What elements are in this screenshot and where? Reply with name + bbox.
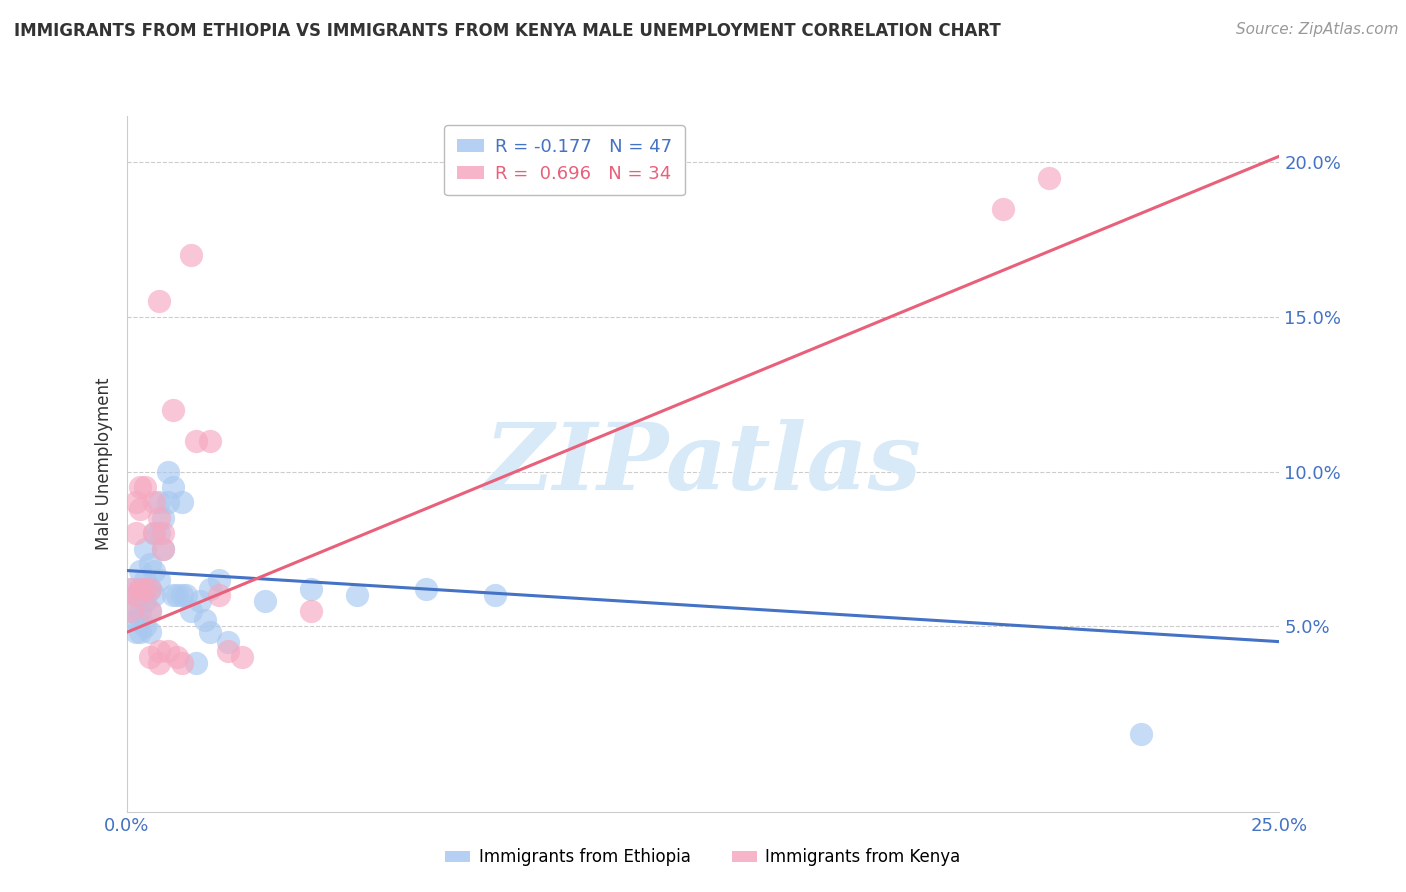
Point <box>120 604 142 618</box>
Point <box>299 582 322 596</box>
Point <box>143 564 166 578</box>
Point <box>129 564 152 578</box>
Point <box>166 650 188 665</box>
Point <box>166 588 188 602</box>
Point <box>148 573 170 587</box>
Point <box>1038 170 1060 185</box>
Point <box>148 644 170 658</box>
Point <box>125 625 148 640</box>
Point <box>138 650 160 665</box>
Point <box>129 480 152 494</box>
Point <box>143 526 166 541</box>
Point <box>184 657 207 671</box>
Point <box>299 604 322 618</box>
Point <box>143 495 166 509</box>
Point <box>208 588 231 602</box>
Point <box>120 582 142 596</box>
Text: Source: ZipAtlas.com: Source: ZipAtlas.com <box>1236 22 1399 37</box>
Point <box>134 594 156 608</box>
Point <box>120 582 142 596</box>
Point <box>148 294 170 309</box>
Point <box>180 604 202 618</box>
Point <box>129 625 152 640</box>
Point <box>188 594 211 608</box>
Point <box>176 588 198 602</box>
Point <box>125 588 148 602</box>
Point <box>231 650 253 665</box>
Point <box>152 526 174 541</box>
Point <box>253 594 276 608</box>
Point <box>991 202 1014 216</box>
Point <box>148 495 170 509</box>
Point <box>129 582 152 596</box>
Point <box>198 434 221 448</box>
Point <box>143 526 166 541</box>
Point <box>180 248 202 262</box>
Point <box>138 582 160 596</box>
Point <box>148 657 170 671</box>
Point <box>125 613 148 627</box>
Point <box>129 604 152 618</box>
Point <box>157 465 180 479</box>
Point <box>138 558 160 572</box>
Point <box>152 541 174 556</box>
Point <box>415 582 437 596</box>
Point <box>134 619 156 633</box>
Point <box>194 613 217 627</box>
Point <box>125 495 148 509</box>
Point <box>148 511 170 525</box>
Point <box>170 657 193 671</box>
Point <box>162 588 184 602</box>
Point <box>217 644 239 658</box>
Point <box>134 541 156 556</box>
Point <box>134 582 156 596</box>
Point <box>148 526 170 541</box>
Point <box>217 634 239 648</box>
Point <box>152 511 174 525</box>
Point <box>134 573 156 587</box>
Point <box>208 573 231 587</box>
Point <box>152 541 174 556</box>
Point <box>138 604 160 618</box>
Point <box>120 604 142 618</box>
Point <box>170 495 193 509</box>
Point <box>346 588 368 602</box>
Point <box>157 644 180 658</box>
Point <box>138 625 160 640</box>
Point <box>198 582 221 596</box>
Text: IMMIGRANTS FROM ETHIOPIA VS IMMIGRANTS FROM KENYA MALE UNEMPLOYMENT CORRELATION : IMMIGRANTS FROM ETHIOPIA VS IMMIGRANTS F… <box>14 22 1001 40</box>
Point <box>125 588 148 602</box>
Legend: Immigrants from Ethiopia, Immigrants from Kenya: Immigrants from Ethiopia, Immigrants fro… <box>439 842 967 873</box>
Point <box>162 402 184 417</box>
Point <box>1130 727 1153 741</box>
Text: ZIPatlas: ZIPatlas <box>485 419 921 508</box>
Point <box>162 480 184 494</box>
Point <box>184 434 207 448</box>
Point <box>129 501 152 516</box>
Point <box>143 588 166 602</box>
Point <box>157 495 180 509</box>
Point <box>134 480 156 494</box>
Point <box>138 582 160 596</box>
Point <box>125 526 148 541</box>
Point <box>138 604 160 618</box>
Y-axis label: Male Unemployment: Male Unemployment <box>94 377 112 550</box>
Point <box>170 588 193 602</box>
Point <box>484 588 506 602</box>
Point <box>129 582 152 596</box>
Point <box>198 625 221 640</box>
